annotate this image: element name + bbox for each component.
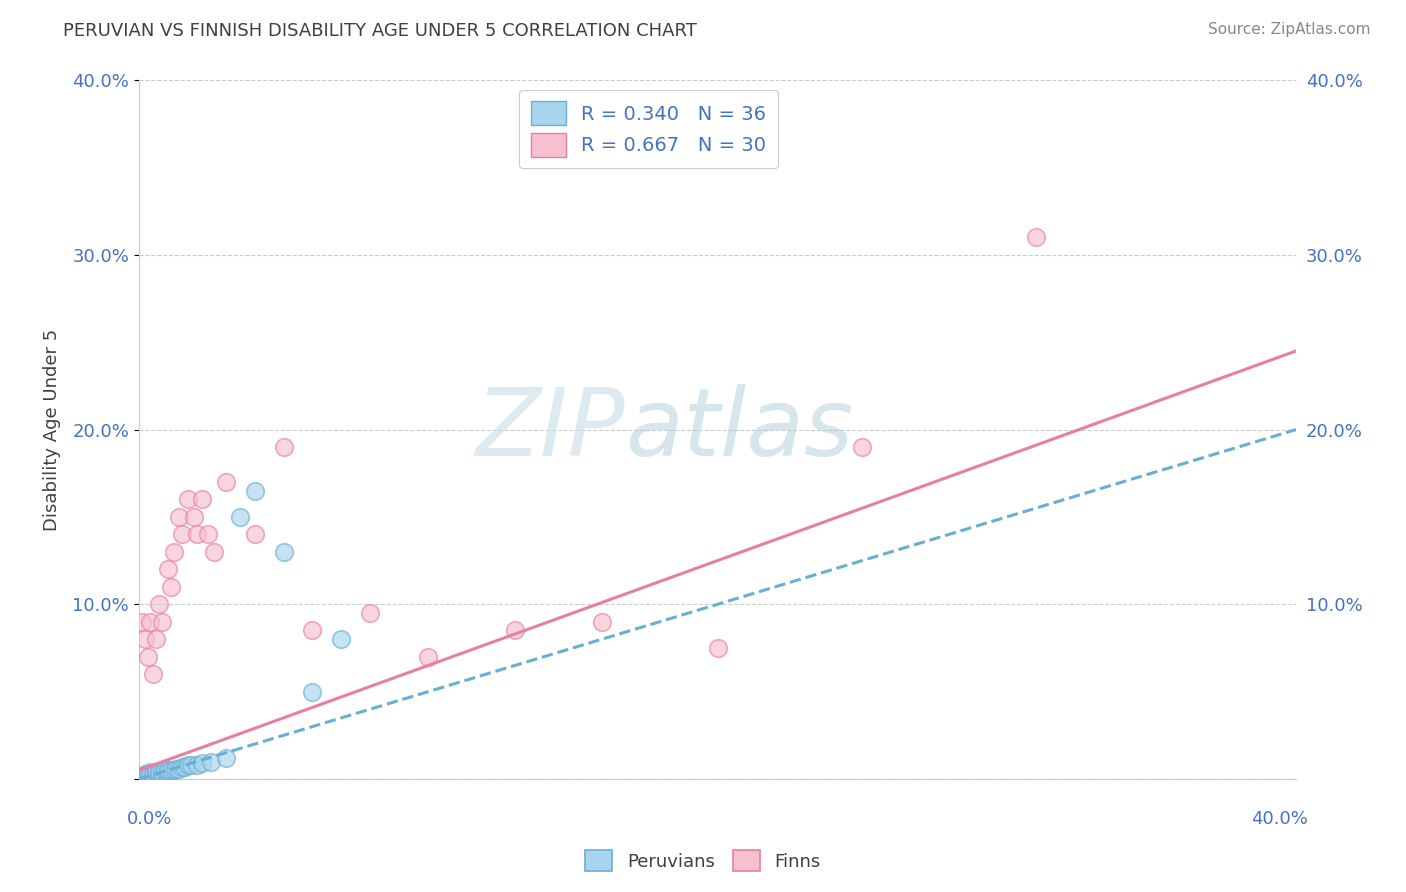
- Point: [134, 766, 156, 780]
- Point: [172, 527, 194, 541]
- Point: [148, 766, 170, 780]
- Point: [142, 766, 165, 780]
- Point: [186, 758, 208, 772]
- Point: [139, 615, 162, 629]
- Point: [134, 632, 156, 647]
- Point: [177, 492, 200, 507]
- Point: [142, 768, 165, 782]
- Point: [301, 684, 323, 698]
- Text: 0.0%: 0.0%: [128, 811, 173, 829]
- Point: [153, 765, 176, 780]
- Point: [186, 527, 208, 541]
- Point: [273, 440, 295, 454]
- Text: ZIP: ZIP: [475, 384, 624, 475]
- Point: [139, 765, 162, 780]
- Point: [150, 615, 173, 629]
- Point: [359, 606, 381, 620]
- Point: [191, 756, 214, 771]
- Point: [273, 545, 295, 559]
- Point: [139, 768, 162, 782]
- Point: [136, 768, 159, 782]
- Point: [136, 649, 159, 664]
- Point: [159, 764, 181, 778]
- Point: [145, 632, 167, 647]
- Point: [214, 751, 236, 765]
- Text: 40.0%: 40.0%: [1251, 811, 1308, 829]
- Point: [172, 760, 194, 774]
- Point: [165, 762, 187, 776]
- Point: [174, 760, 197, 774]
- Legend: R = 0.340   N = 36, R = 0.667   N = 30: R = 0.340 N = 36, R = 0.667 N = 30: [519, 90, 778, 169]
- Point: [591, 615, 613, 629]
- Point: [145, 766, 167, 780]
- Point: [134, 770, 156, 784]
- Point: [706, 640, 728, 655]
- Point: [183, 509, 205, 524]
- Point: [418, 649, 440, 664]
- Point: [162, 764, 184, 778]
- Point: [169, 762, 191, 776]
- Legend: Peruvians, Finns: Peruvians, Finns: [578, 843, 828, 879]
- Point: [301, 624, 323, 638]
- Point: [142, 667, 165, 681]
- Text: PERUVIAN VS FINNISH DISABILITY AGE UNDER 5 CORRELATION CHART: PERUVIAN VS FINNISH DISABILITY AGE UNDER…: [63, 22, 697, 40]
- Point: [131, 768, 153, 782]
- Point: [156, 765, 179, 780]
- Point: [150, 765, 173, 780]
- Point: [202, 545, 225, 559]
- Point: [191, 492, 214, 507]
- Point: [162, 545, 184, 559]
- Point: [131, 615, 153, 629]
- Point: [330, 632, 353, 647]
- Point: [156, 562, 179, 576]
- Point: [136, 766, 159, 780]
- Point: [243, 527, 266, 541]
- Point: [503, 624, 526, 638]
- Text: Source: ZipAtlas.com: Source: ZipAtlas.com: [1208, 22, 1371, 37]
- Point: [1025, 230, 1047, 244]
- Point: [148, 597, 170, 611]
- Point: [197, 527, 219, 541]
- Point: [200, 755, 222, 769]
- Point: [145, 765, 167, 780]
- Point: [169, 509, 191, 524]
- Point: [153, 764, 176, 778]
- Point: [229, 509, 252, 524]
- Point: [851, 440, 873, 454]
- Point: [159, 580, 181, 594]
- Y-axis label: Disability Age Under 5: Disability Age Under 5: [44, 328, 60, 531]
- Point: [150, 766, 173, 780]
- Point: [177, 758, 200, 772]
- Point: [180, 758, 202, 772]
- Point: [243, 483, 266, 498]
- Text: atlas: atlas: [624, 384, 853, 475]
- Point: [148, 765, 170, 780]
- Point: [156, 764, 179, 778]
- Point: [214, 475, 236, 489]
